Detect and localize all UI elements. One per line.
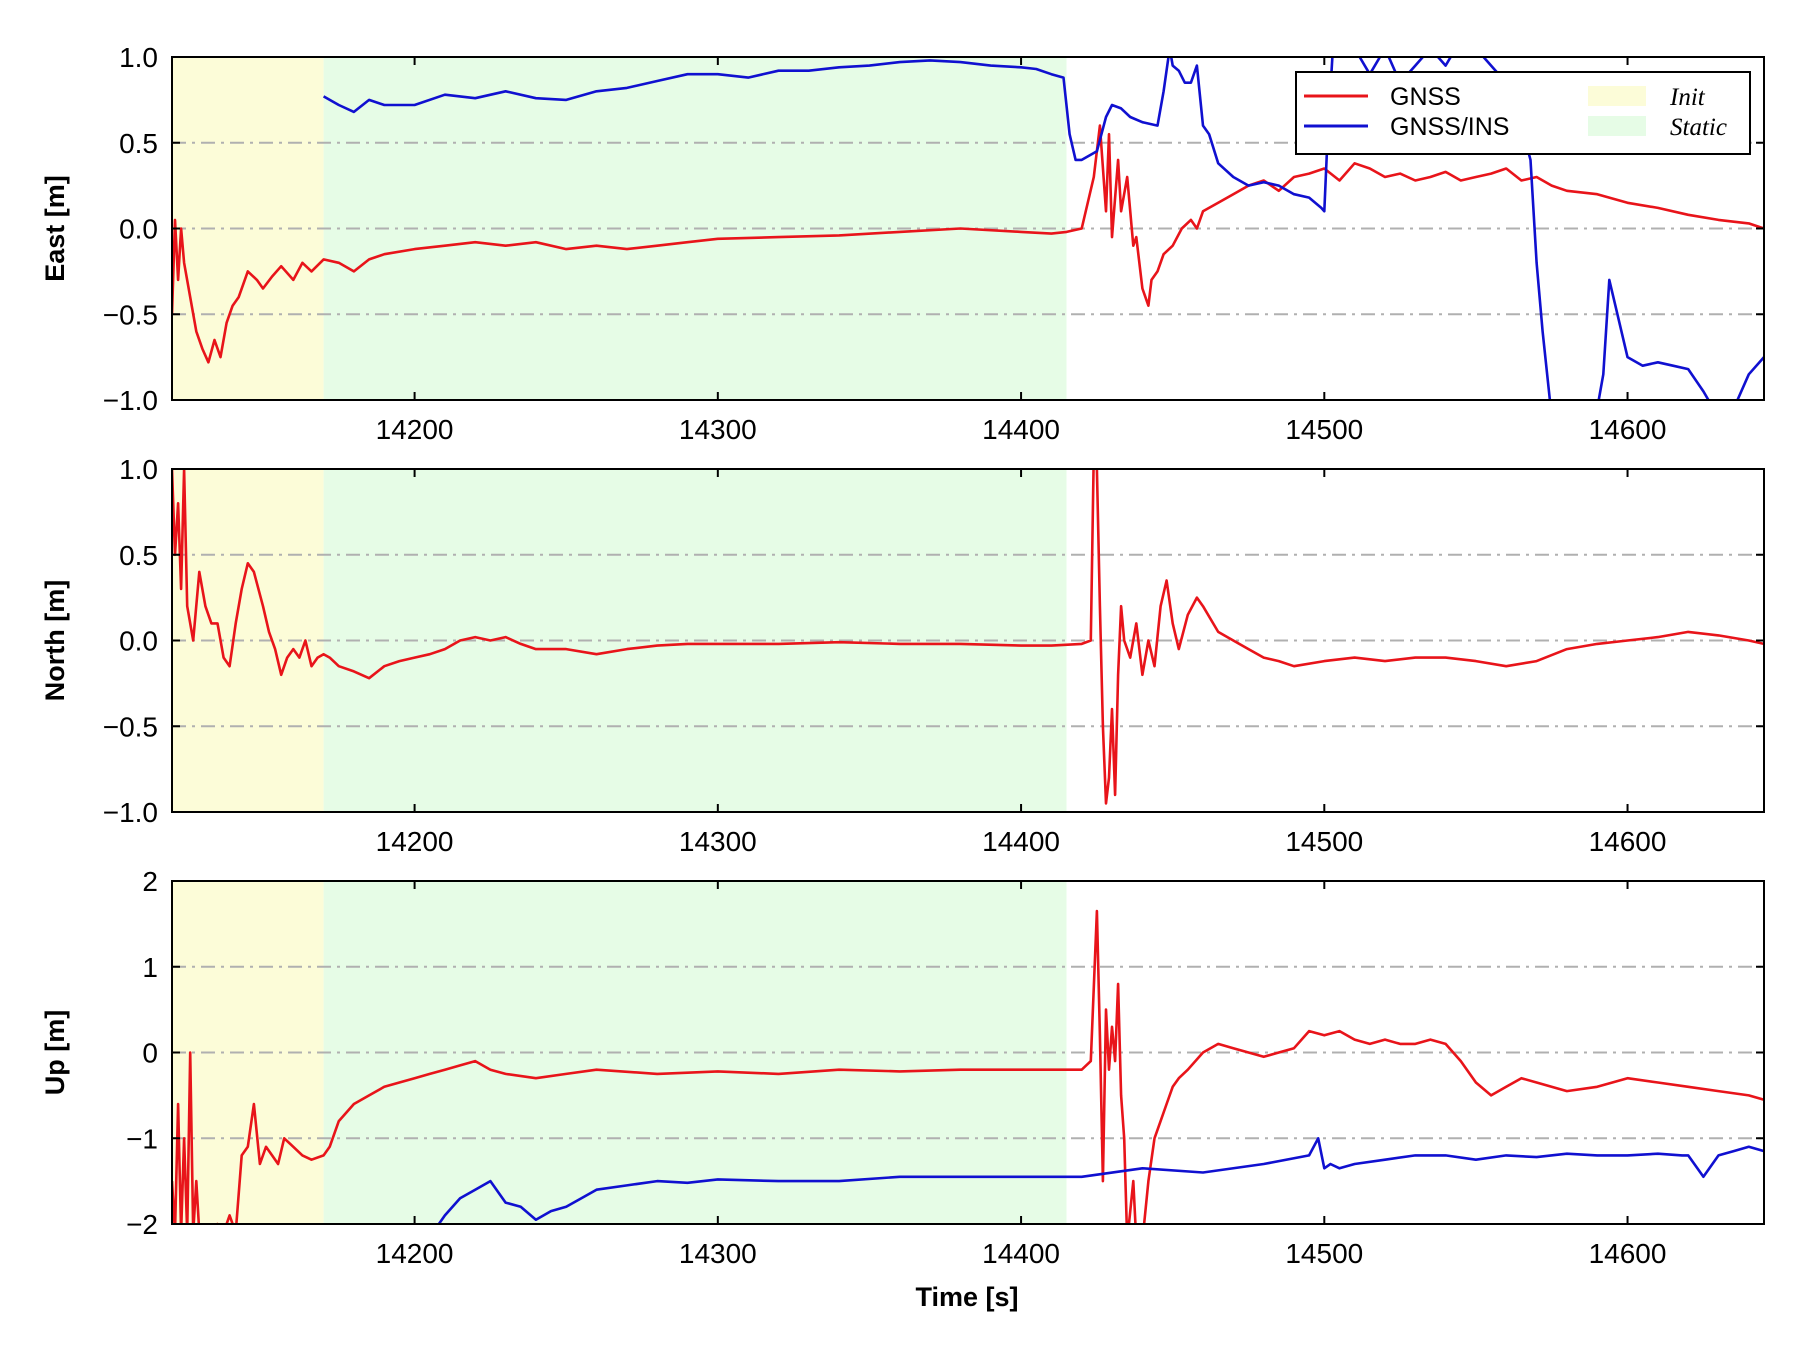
y-tick-label: 1.0 (119, 42, 158, 73)
panel-north-m: 14200 14300 14400 14500 14600 1.0 0.5 0.0 −0.5 −1… (40, 454, 1765, 857)
x-tick-label: 14400 (982, 826, 1060, 857)
x-tick-label: 14500 (1285, 826, 1363, 857)
y-tick-label: 2 (142, 866, 158, 897)
x-tick-label: 14500 (1285, 1238, 1363, 1269)
x-tick-label: 14400 (982, 1238, 1060, 1269)
y-tick-label: 1 (142, 952, 158, 983)
series-gnss-ins-line (322, 57, 1764, 400)
series-group (172, 57, 1764, 400)
series-group (172, 469, 1764, 805)
y-axis-label: North [m] (40, 580, 70, 701)
panel-up-m: 14200 14300 14400 14500 14600 2 1 0 −1 −2 Up [m] (40, 866, 1765, 1269)
x-axis-label: Time [s] (915, 1282, 1018, 1312)
x-tick-label: 14600 (1589, 1238, 1667, 1269)
series-group (172, 909, 1764, 1224)
legend-swatch-init (1588, 86, 1646, 106)
y-tick-label: 0.5 (119, 540, 158, 571)
x-tick-label: 14600 (1589, 826, 1667, 857)
y-tick-label: 0.5 (119, 128, 158, 159)
y-tick-label: 0.0 (119, 626, 158, 657)
y-tick-label: −0.5 (103, 299, 158, 330)
x-tick-label: 14600 (1589, 414, 1667, 445)
y-tick-label: −0.5 (103, 711, 158, 742)
series-gnss-line (172, 909, 1764, 1224)
legend-label-gnss: GNSS (1390, 83, 1461, 111)
y-tick-label: 0.0 (119, 214, 158, 245)
y-tick-label: −1.0 (103, 385, 158, 416)
series-gnss-ins-line (437, 1137, 1764, 1224)
y-tick-label: −1.0 (103, 797, 158, 828)
legend-swatch-static (1588, 116, 1646, 136)
series-gnss-line (172, 124, 1764, 364)
x-tick-label: 14400 (982, 414, 1060, 445)
legend-box (1295, 71, 1751, 155)
legend-label-init: Init (1669, 84, 1706, 111)
x-tick-label: 14200 (376, 826, 454, 857)
y-tick-label: 1.0 (119, 454, 158, 485)
x-tick-label: 14500 (1285, 414, 1363, 445)
x-tick-label: 14300 (679, 414, 757, 445)
y-tick-label: −1 (126, 1123, 158, 1154)
y-axis-label: Up [m] (40, 1010, 70, 1095)
legend: GNSS GNSS/INS Init Static (1295, 71, 1751, 155)
x-tick-label: 14200 (376, 414, 454, 445)
y-axis-label: East [m] (40, 175, 70, 282)
x-tick-label: 14200 (376, 1238, 454, 1269)
legend-label-gnss-ins: GNSS/INS (1390, 113, 1509, 141)
panel-east-m: 14200 14300 14400 14500 14600 1.0 0.5 0.0 −0.5 −1… (40, 42, 1765, 445)
y-tick-label: −2 (126, 1209, 158, 1240)
legend-label-static: Static (1670, 114, 1727, 141)
y-tick-label: 0 (142, 1038, 158, 1069)
x-tick-label: 14300 (679, 1238, 757, 1269)
panels: 14200 14300 14400 14500 14600 1.0 0.5 0.0 −0.5 −1… (40, 42, 1765, 1269)
x-tick-label: 14300 (679, 826, 757, 857)
series-gnss-line (172, 469, 1764, 805)
